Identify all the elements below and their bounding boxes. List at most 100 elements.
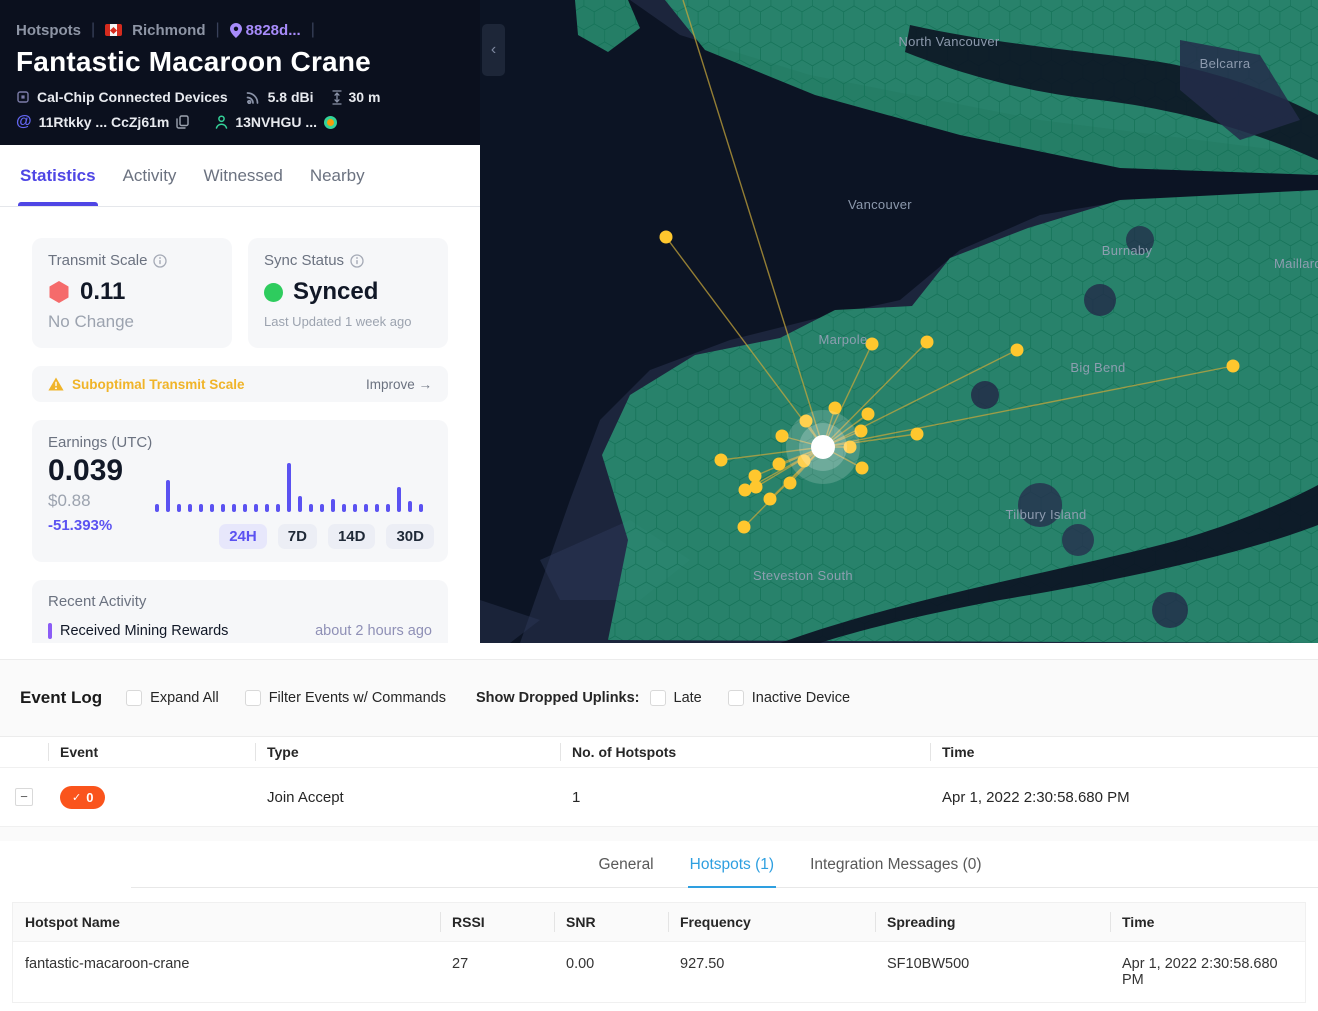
filter-commands-checkbox[interactable] (244, 690, 261, 706)
witness-hotspot-dot[interactable] (843, 440, 857, 454)
column-time: Time (930, 737, 1318, 767)
transmit-scale-hex-icon (49, 281, 69, 303)
witness-hotspot-dot[interactable] (910, 427, 924, 441)
info-icon[interactable] (153, 253, 168, 268)
recent-activity-item[interactable]: Received Mining Rewards about 2 hours ag… (48, 623, 432, 639)
breadcrumb-hotspots[interactable]: Hotspots (16, 21, 81, 39)
earnings-range-selector: 24H 7D 14D 30D (219, 524, 434, 549)
range-chip-14d[interactable]: 14D (327, 524, 376, 549)
collapse-row-button[interactable]: − (15, 788, 33, 806)
time-cell: Apr 1, 2022 2:30:58.680 PM (1122, 956, 1278, 988)
activity-timestamp: about 2 hours ago (315, 623, 432, 639)
map-dark-patch (1062, 524, 1094, 556)
improve-link[interactable]: Improve → (365, 376, 432, 392)
range-chip-24h[interactable]: 24H (219, 524, 267, 549)
transmit-scale-card: Transmit Scale 0.11 No Change (32, 238, 232, 348)
witness-hotspot-dot[interactable] (861, 407, 875, 421)
event-log-toolbar: Event Log Expand All Filter Events w/ Co… (0, 659, 1318, 737)
warning-message: Suboptimal Transmit Scale (72, 376, 245, 392)
witness-path-line (822, 341, 928, 448)
witness-hotspot-dot[interactable] (828, 401, 842, 415)
witness-hotspot-dot[interactable] (772, 457, 786, 471)
tab-activity[interactable]: Activity (122, 165, 177, 185)
breadcrumb-location[interactable]: Richmond (132, 21, 206, 39)
filter-commands-label: Filter Events w/ Commands (268, 690, 446, 706)
witness-path-line (720, 446, 824, 461)
owner-person-icon (215, 115, 228, 129)
panel-collapse-button[interactable]: ‹ (482, 24, 505, 76)
map-place-label: Maillard (1274, 256, 1318, 271)
sync-status-card: Sync Status Synced Last Updated 1 week a… (248, 238, 448, 348)
detail-table-header: Hotspot Name RSSI SNR Frequency Spreadin… (13, 903, 1305, 942)
witness-hotspot-dot[interactable] (748, 469, 762, 483)
gain-group: 5.8 dBi (246, 89, 314, 105)
witness-hotspot-dot[interactable] (1010, 343, 1024, 357)
witness-hotspot-dot[interactable] (1226, 359, 1240, 373)
maker-chip-icon (16, 90, 30, 104)
breadcrumb-separator: | (91, 21, 96, 38)
inactive-device-label: Inactive Device (751, 690, 851, 706)
elevation-group: 30 m (331, 89, 380, 105)
earnings-usd-value: $0.88 (48, 491, 91, 510)
column-hotspot-count: No. of Hotspots (560, 737, 930, 767)
witness-hotspot-dot[interactable] (775, 429, 789, 443)
table-row[interactable]: − ✓ 0 Join Accept 1 Apr 1, 2022 2:30:58.… (0, 768, 1318, 827)
witness-hotspot-dot[interactable] (714, 453, 728, 467)
tab-integration-messages[interactable]: Integration Messages (0) (810, 856, 982, 873)
earnings-change-percent: -51.393% (48, 517, 113, 534)
witness-hotspot-dot[interactable] (865, 337, 879, 351)
witness-hotspot-dot[interactable] (659, 230, 673, 244)
witness-hotspot-dot[interactable] (749, 480, 763, 494)
event-time-cell: Apr 1, 2022 2:30:58.680 PM (942, 788, 1130, 806)
owner-address[interactable]: 13NVHGU ... (235, 114, 318, 130)
selected-hotspot-marker[interactable] (811, 435, 835, 459)
page-title: Fantastic Macaroon Crane (16, 46, 371, 77)
witness-hotspot-dot[interactable] (783, 476, 797, 490)
copy-icon[interactable] (176, 115, 190, 129)
range-chip-30d[interactable]: 30D (386, 524, 434, 549)
dropped-uplinks-label: Show Dropped Uplinks: (475, 690, 640, 706)
hotspot-address[interactable]: 11Rtkky ... CcZj61m (38, 114, 170, 130)
witness-hotspot-dot[interactable] (854, 424, 868, 438)
address-group: @ 11Rtkky ... CcZj61m (16, 113, 190, 131)
witness-hotspot-dot[interactable] (738, 483, 752, 497)
column-time: Time (1110, 903, 1305, 941)
coverage-map-svg[interactable]: North Vancouver Belcarra Vancouver Burnaby M… (480, 0, 1318, 643)
expand-all-checkbox[interactable] (126, 690, 143, 706)
tab-nearby[interactable]: Nearby (309, 165, 365, 185)
witness-hotspot-dot[interactable] (737, 520, 751, 534)
info-icon[interactable] (350, 253, 364, 268)
hotspot-count-cell: 1 (572, 788, 581, 806)
map-island (480, 600, 540, 643)
witness-hotspot-dot[interactable] (797, 454, 811, 468)
spreading-cell: SF10BW500 (887, 956, 970, 972)
hotspot-name-cell[interactable]: fantastic-macaroon-crane (25, 956, 190, 972)
witness-hotspot-dot[interactable] (763, 492, 777, 506)
earnings-card: Earnings (UTC) 0.039 $0.88 -51.393% 24H … (32, 420, 448, 562)
address-at-icon: @ (16, 113, 32, 130)
map-river (780, 485, 1318, 643)
warning-triangle-icon (48, 377, 64, 391)
witness-hotspot-dot[interactable] (799, 414, 813, 428)
antenna-signal-icon (246, 90, 261, 104)
late-checkbox[interactable] (649, 690, 666, 706)
transmit-scale-label: Transmit Scale (48, 252, 148, 269)
coverage-north (665, 0, 1318, 175)
inactive-device-checkbox[interactable] (727, 690, 744, 706)
column-type: Type (255, 737, 560, 767)
map-place-label: Tilbury Island (1005, 507, 1086, 522)
tab-general[interactable]: General (598, 856, 654, 873)
tab-witnessed[interactable]: Witnessed (203, 165, 283, 185)
event-log-table-header: Event Type No. of Hotspots Time (0, 737, 1318, 768)
hotspots-detail-table: Hotspot Name RSSI SNR Frequency Spreadin… (12, 902, 1306, 1003)
tab-statistics[interactable]: Statistics (18, 145, 98, 206)
column-frequency: Frequency (668, 903, 875, 941)
canada-flag-icon (105, 24, 123, 36)
tab-hotspots[interactable]: Hotspots (1) (687, 841, 777, 888)
witness-hotspot-dot[interactable] (920, 335, 934, 349)
range-chip-7d[interactable]: 7D (277, 524, 317, 549)
breadcrumb-hex[interactable]: 8828d... (229, 22, 301, 39)
coverage-map[interactable]: North Vancouver Belcarra Vancouver Burnaby M… (480, 0, 1318, 643)
witness-hotspot-dot[interactable] (855, 461, 869, 475)
frequency-cell: 927.50 (680, 956, 725, 972)
